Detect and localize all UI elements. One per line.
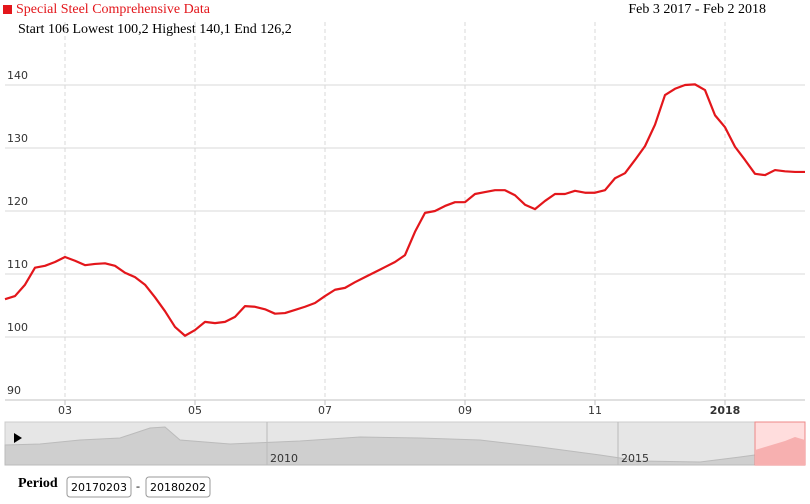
x-tick-label: 2018	[710, 404, 741, 417]
x-tick-label: 05	[188, 404, 202, 417]
y-tick-label: 130	[7, 132, 28, 145]
period-separator: -	[136, 479, 140, 493]
x-tick-label: 03	[58, 404, 72, 417]
period-end-input[interactable]	[145, 476, 211, 498]
title-marker	[3, 5, 12, 14]
chart-title: Special Steel Comprehensive Data	[16, 2, 211, 17]
navigator: 2010 2015	[4, 421, 806, 466]
y-tick-label: 120	[7, 195, 28, 208]
date-range: Feb 3 2017 - Feb 2 2018	[628, 2, 766, 17]
navigator-silhouette	[4, 426, 756, 466]
y-tick-label: 90	[7, 384, 21, 397]
y-tick-label: 100	[7, 321, 28, 334]
period-start[interactable]: 20170203	[71, 481, 127, 494]
navigator-selection-fill	[755, 437, 805, 465]
line-series	[4, 83, 805, 337]
y-tick-label: 140	[7, 69, 28, 82]
period-label: Period	[18, 476, 58, 491]
chart-subtitle: Start 106 Lowest 100,2 Highest 140,1 End…	[18, 22, 292, 37]
y-tick-label: 110	[7, 258, 28, 271]
period-start-input[interactable]	[66, 476, 132, 498]
navigator-play[interactable]	[14, 433, 22, 443]
navigator-tick-label: 2010	[270, 452, 298, 465]
period-end[interactable]: 20180202	[150, 481, 206, 494]
x-tick-label: 09	[458, 404, 472, 417]
x-tick-label: 11	[588, 404, 602, 417]
x-tick-label: 07	[318, 404, 332, 417]
navigator-tick-label: 2015	[621, 452, 649, 465]
